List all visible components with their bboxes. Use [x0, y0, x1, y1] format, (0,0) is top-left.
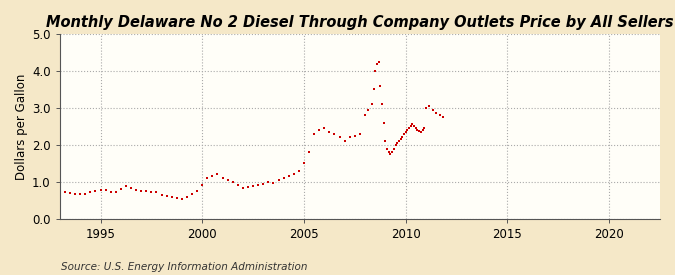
- Title: Monthly Delaware No 2 Diesel Through Company Outlets Price by All Sellers: Monthly Delaware No 2 Diesel Through Com…: [46, 15, 674, 30]
- Y-axis label: Dollars per Gallon: Dollars per Gallon: [15, 73, 28, 180]
- Text: Source: U.S. Energy Information Administration: Source: U.S. Energy Information Administ…: [61, 262, 307, 272]
